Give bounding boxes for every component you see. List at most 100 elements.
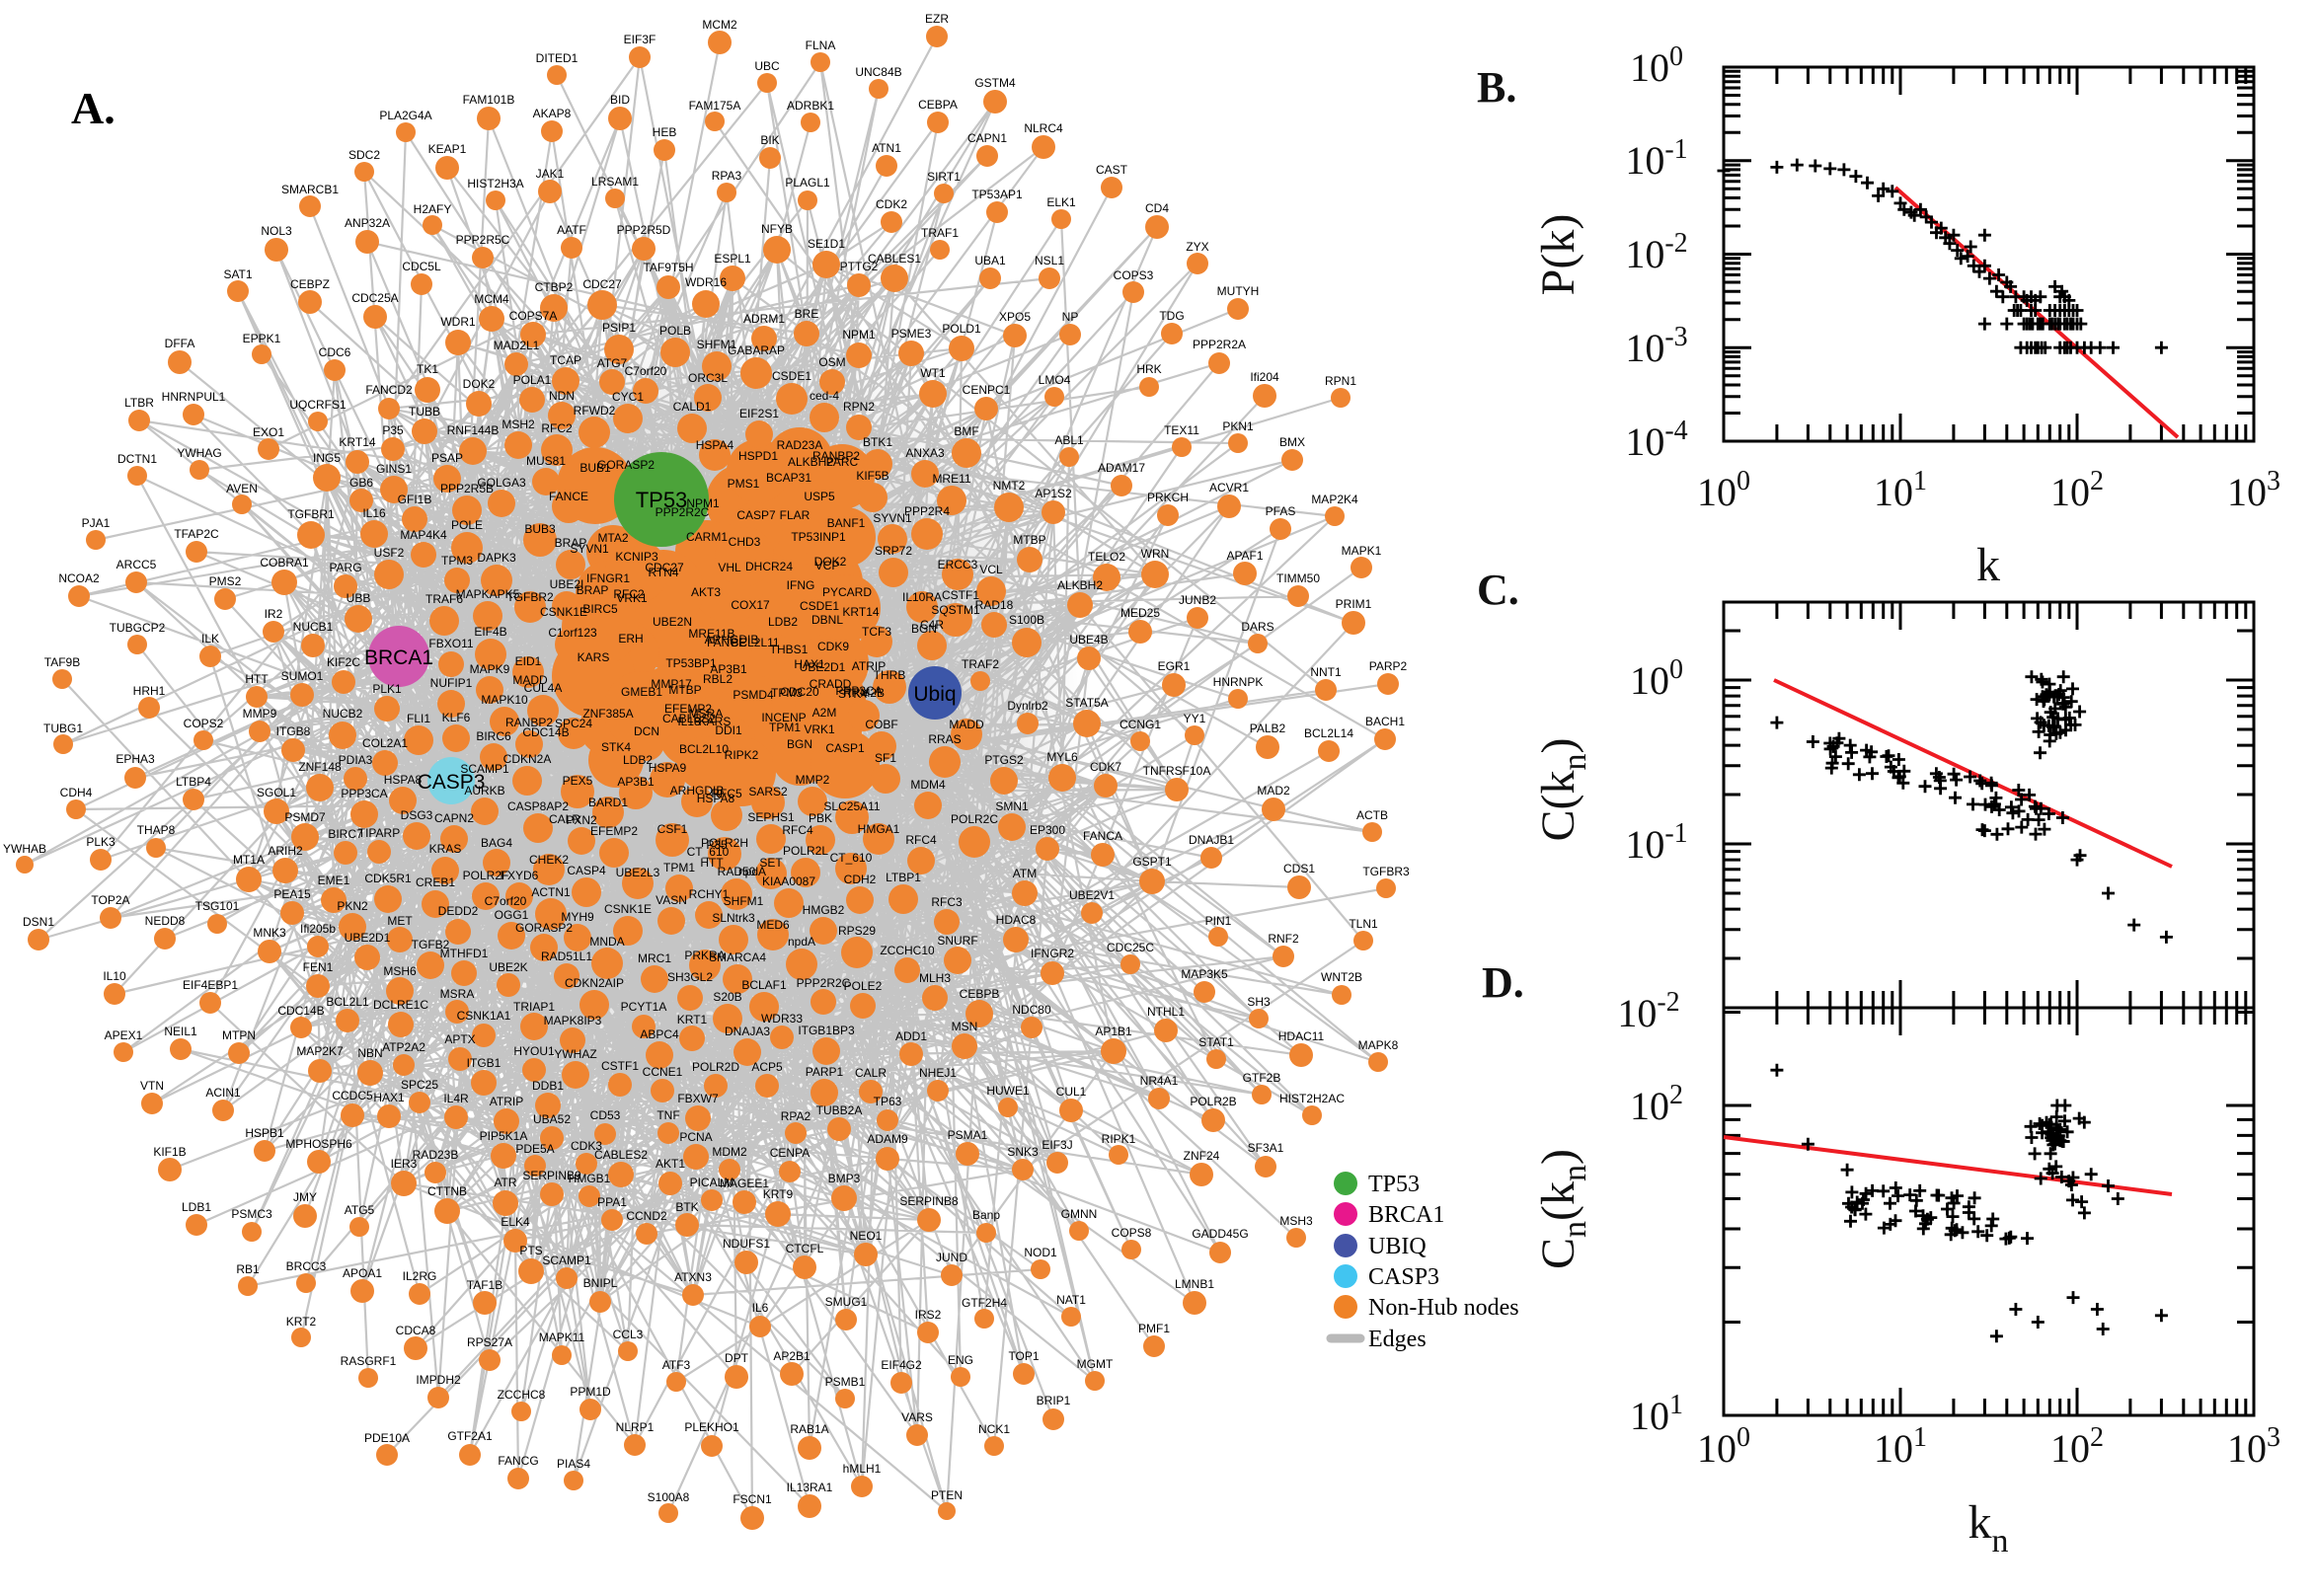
svg-text:BMP3: BMP3: [828, 1172, 861, 1185]
svg-text:PPP2R5C: PPP2R5C: [456, 233, 510, 247]
svg-text:CALR: CALR: [855, 1066, 887, 1080]
svg-text:BCL2L1: BCL2L1: [326, 995, 369, 1009]
svg-text:IR2: IR2: [265, 607, 283, 621]
svg-text:OGG1: OGG1: [495, 908, 529, 922]
svg-text:TP63: TP63: [874, 1095, 902, 1108]
svg-text:CDKN2A: CDKN2A: [503, 752, 552, 766]
svg-text:USP5: USP5: [804, 490, 835, 503]
svg-text:KCNIP3: KCNIP3: [615, 550, 658, 564]
svg-text:RFC4: RFC4: [905, 833, 937, 847]
svg-text:TPM1: TPM1: [663, 861, 695, 874]
svg-text:FBXW7: FBXW7: [677, 1092, 719, 1105]
svg-text:HAX1: HAX1: [794, 657, 825, 671]
svg-text:CHD3: CHD3: [729, 535, 761, 549]
svg-text:BACH1: BACH1: [1365, 715, 1405, 728]
svg-text:CDK5R1: CDK5R1: [364, 872, 412, 885]
svg-text:CABLES2: CABLES2: [594, 1148, 648, 1162]
svg-text:ADRBK1: ADRBK1: [787, 99, 834, 113]
svg-text:MGMT: MGMT: [1077, 1357, 1114, 1371]
svg-text:S100A8: S100A8: [648, 1490, 690, 1504]
svg-text:HMGB1: HMGB1: [569, 1172, 611, 1185]
svg-text:RPS29: RPS29: [838, 924, 876, 938]
svg-text:RANBP2: RANBP2: [505, 716, 553, 729]
svg-text:AP3B1: AP3B1: [617, 775, 655, 789]
svg-text:UBE2I: UBE2I: [550, 577, 584, 591]
svg-text:IER3: IER3: [391, 1157, 418, 1171]
svg-text:CREB1: CREB1: [416, 875, 455, 889]
svg-text:POLE2: POLE2: [844, 979, 883, 993]
svg-text:RIPK2: RIPK2: [725, 748, 759, 762]
svg-text:H2AFY: H2AFY: [414, 202, 452, 216]
svg-text:EME1: EME1: [318, 874, 350, 887]
svg-text:BUB1: BUB1: [579, 461, 611, 475]
svg-text:MADD: MADD: [949, 718, 984, 731]
svg-text:MAPK9: MAPK9: [470, 662, 510, 676]
svg-text:MAP2K4: MAP2K4: [1311, 493, 1358, 506]
svg-text:HSPB1: HSPB1: [245, 1126, 284, 1140]
svg-text:DARS: DARS: [1241, 620, 1274, 634]
svg-text:C.: C.: [1477, 566, 1519, 614]
svg-text:VCL: VCL: [979, 563, 1003, 576]
svg-text:CDK2: CDK2: [876, 197, 907, 211]
svg-text:NLRC4: NLRC4: [1024, 121, 1063, 135]
svg-text:APOA1: APOA1: [343, 1266, 382, 1280]
svg-text:UBE2D1: UBE2D1: [345, 931, 391, 945]
svg-text:ALKBH2: ALKBH2: [788, 455, 833, 469]
svg-text:NEIL1: NEIL1: [164, 1025, 197, 1038]
svg-text:NCK1: NCK1: [978, 1422, 1010, 1436]
svg-text:SH3GL2: SH3GL2: [667, 970, 713, 984]
svg-text:TP53: TP53: [1368, 1172, 1420, 1197]
svg-text:FXYD6: FXYD6: [501, 869, 539, 882]
svg-text:MRE11B: MRE11B: [688, 627, 734, 641]
svg-text:CDH4: CDH4: [60, 786, 93, 799]
svg-text:SUMO1: SUMO1: [281, 669, 324, 683]
svg-text:DDI1: DDI1: [715, 723, 742, 737]
svg-text:TOP1: TOP1: [1008, 1349, 1039, 1363]
svg-text:MLH3: MLH3: [919, 971, 951, 985]
svg-text:ESPL1: ESPL1: [714, 252, 751, 266]
svg-text:ALKBH2: ALKBH2: [1057, 578, 1103, 592]
svg-text:NSL1: NSL1: [1035, 254, 1064, 267]
svg-text:HYOU1: HYOU1: [513, 1044, 555, 1058]
svg-text:NUCB2: NUCB2: [323, 707, 363, 721]
svg-text:TAF9B: TAF9B: [44, 655, 80, 669]
svg-text:COPS8: COPS8: [1112, 1226, 1152, 1240]
svg-text:SNURF: SNURF: [937, 934, 977, 948]
svg-text:UBE2V1: UBE2V1: [1069, 888, 1115, 902]
svg-text:HIST2H3A: HIST2H3A: [467, 177, 523, 190]
svg-text:CUL4A: CUL4A: [524, 681, 563, 695]
svg-text:CCNG1: CCNG1: [1119, 718, 1161, 731]
svg-text:MAPK10: MAPK10: [481, 693, 528, 707]
svg-text:CENPA: CENPA: [770, 1146, 810, 1160]
svg-text:SQSTM1: SQSTM1: [931, 603, 980, 617]
svg-text:Edges: Edges: [1368, 1327, 1427, 1352]
svg-text:B.: B.: [1477, 63, 1516, 112]
svg-text:ARCC5: ARCC5: [116, 558, 157, 571]
svg-text:BMX: BMX: [1279, 435, 1305, 449]
svg-text:MCM2: MCM2: [702, 18, 737, 32]
svg-text:RPS27A: RPS27A: [467, 1335, 512, 1349]
svg-text:SNK3: SNK3: [1007, 1145, 1039, 1159]
svg-text:SMUG1: SMUG1: [825, 1295, 868, 1309]
svg-text:DSN1: DSN1: [23, 915, 54, 929]
svg-text:ELK4: ELK4: [501, 1215, 530, 1229]
svg-text:PMS1: PMS1: [728, 477, 760, 491]
svg-text:UBC: UBC: [754, 59, 780, 73]
svg-text:CTBP2: CTBP2: [535, 280, 574, 294]
svg-text:TSG101: TSG101: [195, 899, 240, 913]
svg-text:MAPK11: MAPK11: [539, 1330, 585, 1344]
svg-text:FANCD2: FANCD2: [365, 383, 413, 397]
svg-text:CSTF1: CSTF1: [601, 1059, 639, 1073]
svg-text:HSPA8: HSPA8: [384, 773, 423, 787]
svg-text:PALB2: PALB2: [1250, 722, 1286, 735]
svg-text:NUFIP1: NUFIP1: [430, 676, 473, 690]
svg-text:IL16: IL16: [362, 506, 386, 520]
svg-text:LTBR: LTBR: [124, 396, 154, 410]
svg-text:IMPDH2: IMPDH2: [416, 1373, 461, 1387]
svg-text:BTK: BTK: [675, 1200, 698, 1214]
svg-text:BNIPL: BNIPL: [583, 1276, 618, 1290]
svg-text:CDH2: CDH2: [844, 873, 877, 886]
svg-text:FSCN1: FSCN1: [733, 1492, 772, 1506]
svg-text:ZNF385A: ZNF385A: [582, 707, 633, 721]
svg-text:RAD23A: RAD23A: [777, 438, 823, 452]
